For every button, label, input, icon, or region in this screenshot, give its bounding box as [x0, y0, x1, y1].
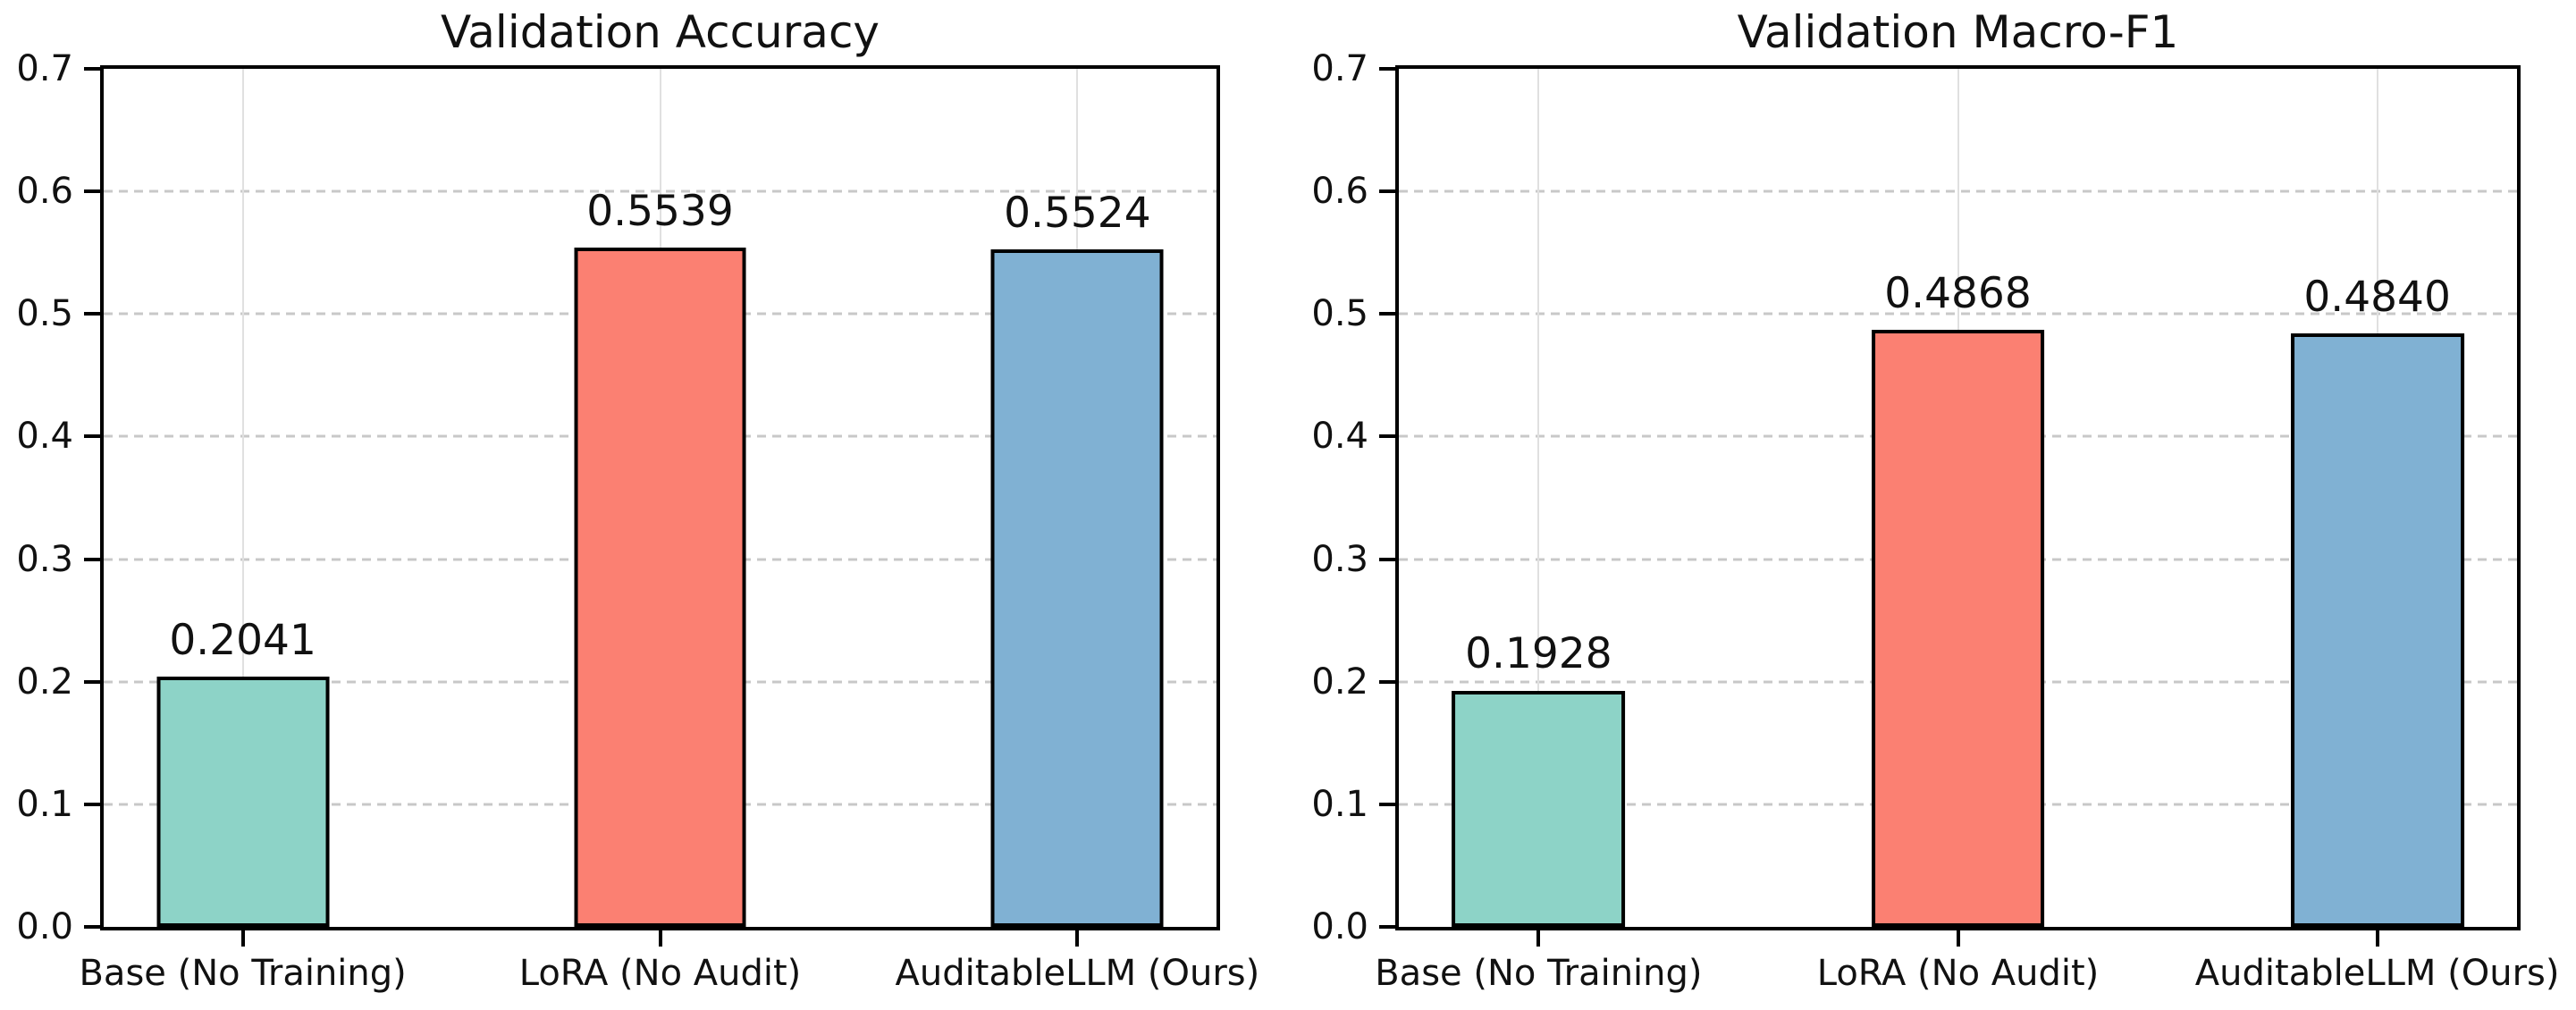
y-tick	[1379, 679, 1395, 684]
x-gridline	[241, 69, 244, 927]
chart-title: Validation Accuracy	[440, 6, 880, 58]
x-tick-label: Base (No Training)	[79, 953, 407, 994]
bar-value-label: 0.4868	[1884, 269, 2032, 319]
x-tick-label: AuditableLLM (Ours)	[2194, 953, 2560, 994]
y-tick	[1379, 557, 1395, 561]
plot-area: Validation Macro-F1 0.0 0.1 0.2 0.3 0.4 0.5 0.6…	[1311, 8, 2559, 994]
x-gridline	[1537, 69, 1540, 927]
y-tick-label: 0.0	[1311, 906, 1368, 947]
bar	[990, 249, 1164, 927]
y-tick-label: 0.7	[1311, 48, 1368, 89]
y-tick	[84, 434, 100, 439]
y-tick	[84, 67, 100, 71]
bar	[156, 677, 330, 927]
y-tick-label: 0.4	[16, 416, 73, 458]
y-tick-label: 0.5	[16, 293, 73, 335]
chart-title: Validation Macro-F1	[1737, 6, 2179, 58]
y-tick	[84, 557, 100, 561]
y-tick-label: 0.6	[1311, 171, 1368, 213]
plot-area: Validation Accuracy 0.0 0.1 0.2 0.3 0.4 0.5 0.6…	[16, 8, 1259, 994]
bar-value-label: 0.4840	[2303, 272, 2451, 322]
x-tick-label: LoRA (No Audit)	[518, 953, 802, 994]
y-tick-label: 0.5	[1311, 293, 1368, 335]
bar-value-label: 0.2041	[169, 615, 316, 665]
y-tick-label: 0.3	[1311, 538, 1368, 580]
y-tick	[1379, 802, 1395, 806]
x-tick-label: LoRA (No Audit)	[1816, 953, 2100, 994]
y-tick-label: 0.4	[1311, 416, 1368, 458]
bar	[574, 248, 746, 927]
x-tick	[1956, 930, 1960, 947]
x-tick	[240, 930, 245, 947]
y-tick-label: 0.7	[16, 48, 73, 89]
x-tick	[658, 930, 662, 947]
y-tick-label: 0.6	[16, 171, 73, 213]
y-tick-label: 0.1	[16, 783, 73, 825]
y-tick	[84, 802, 100, 806]
x-tick	[2375, 930, 2379, 947]
y-tick	[1379, 434, 1395, 439]
y-tick	[84, 679, 100, 684]
y-tick	[1379, 925, 1395, 929]
y-tick-label: 0.2	[1311, 661, 1368, 703]
bar-value-label: 0.5524	[1004, 189, 1151, 239]
x-tick-label: Base (No Training)	[1375, 953, 1703, 994]
y-tick-label: 0.3	[16, 538, 73, 580]
bar-value-label: 0.5539	[586, 187, 734, 237]
y-tick-label: 0.0	[16, 906, 73, 947]
y-tick-label: 0.1	[1311, 783, 1368, 825]
y-tick	[84, 925, 100, 929]
bar	[2290, 333, 2464, 927]
x-tick	[1536, 930, 1541, 947]
bar	[1452, 690, 1626, 927]
x-tick	[1075, 930, 1080, 947]
y-tick-label: 0.2	[16, 661, 73, 703]
y-tick	[1379, 67, 1395, 71]
y-tick	[84, 189, 100, 194]
y-tick	[1379, 189, 1395, 194]
bar-value-label: 0.1928	[1465, 629, 1612, 679]
x-tick-label: AuditableLLM (Ours)	[895, 953, 1260, 994]
bar	[1871, 330, 2045, 927]
y-tick	[84, 312, 100, 316]
y-tick	[1379, 312, 1395, 316]
